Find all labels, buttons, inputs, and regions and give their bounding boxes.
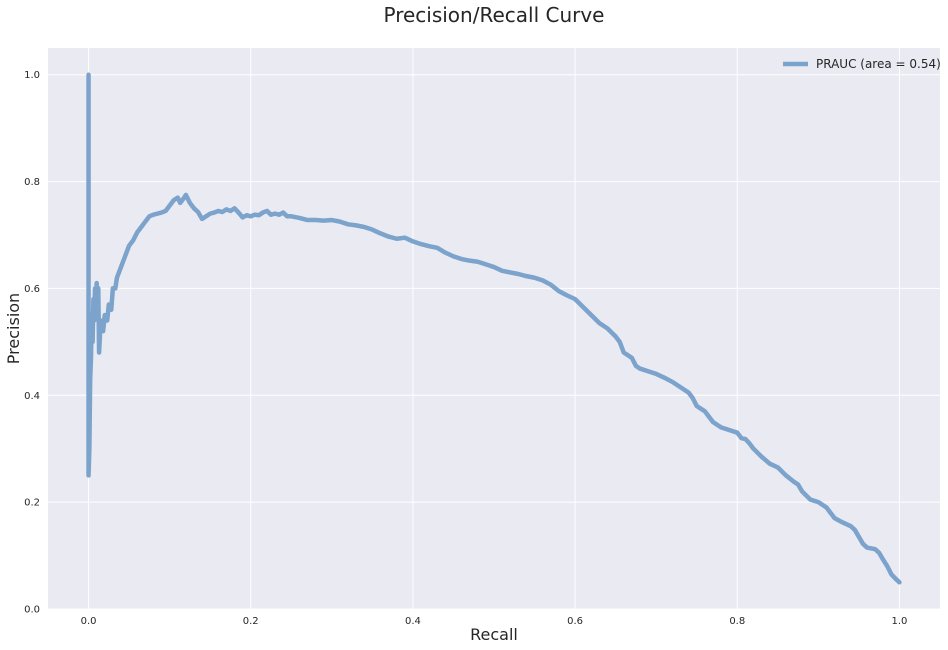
series-layer xyxy=(86,72,902,585)
x-tick-label: 0.4 xyxy=(405,616,421,627)
x-tick-label: 0.8 xyxy=(729,616,745,627)
legend-label: PRAUC (area = 0.54) xyxy=(816,57,941,71)
chart-title: Precision/Recall Curve xyxy=(383,3,604,27)
x-tick-labels: 0.0 0.2 0.4 0.6 0.8 1.0 xyxy=(81,616,908,627)
y-tick-label: 0.4 xyxy=(24,391,40,402)
y-tick-label: 1.0 xyxy=(24,70,40,81)
x-tick-label: 0.0 xyxy=(81,616,97,627)
x-tick-label: 0.6 xyxy=(567,616,583,627)
y-tick-labels: 0.0 0.2 0.4 0.6 0.8 1.0 xyxy=(24,70,40,615)
grid-lines xyxy=(48,48,940,610)
y-axis-label: Precision xyxy=(4,293,23,364)
y-tick-label: 0.8 xyxy=(24,177,40,188)
y-tick-label: 0.6 xyxy=(24,284,40,295)
plot-area xyxy=(48,48,940,609)
y-tick-label: 0.2 xyxy=(24,498,40,509)
x-axis-label: Recall xyxy=(470,625,518,644)
x-tick-label: 1.0 xyxy=(892,616,908,627)
legend: PRAUC (area = 0.54) xyxy=(783,57,941,71)
y-tick-label: 0.0 xyxy=(24,605,40,616)
series-line xyxy=(86,72,902,585)
x-tick-label: 0.2 xyxy=(243,616,259,627)
